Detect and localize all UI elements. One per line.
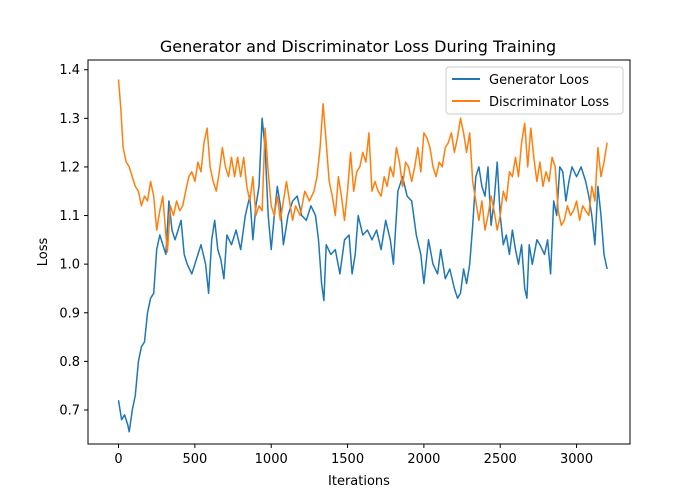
x-axis-label: Iterations xyxy=(328,474,390,489)
legend-label-discriminator: Discriminator Loss xyxy=(489,95,609,110)
y-tick-label: 1.1 xyxy=(59,209,80,224)
x-tick-label: 500 xyxy=(182,452,207,467)
series-layer xyxy=(117,79,608,433)
y-tick-label: 0.9 xyxy=(59,306,80,321)
y-tick-label: 1.4 xyxy=(59,63,80,78)
legend-label-generator: Generator Loos xyxy=(489,73,589,88)
x-tick-label: 1000 xyxy=(255,452,288,467)
x-tick-label: 0 xyxy=(114,452,122,467)
legend: Generator Loos Discriminator Loss xyxy=(445,66,624,115)
y-tick-label: 1.2 xyxy=(59,160,80,175)
x-axis-ticks: 0 500 1000 1500 2000 2500 3000 xyxy=(114,444,593,467)
y-axis-ticks: 0.7 0.8 0.9 1.0 1.1 1.2 1.3 1.4 xyxy=(59,63,88,418)
plot-frame xyxy=(87,59,631,445)
y-tick-label: 1.0 xyxy=(59,258,80,273)
x-tick-label: 2000 xyxy=(407,452,440,467)
x-tick-label: 2500 xyxy=(484,452,517,467)
series-line-discriminator xyxy=(117,79,608,253)
x-tick-label: 3000 xyxy=(560,452,593,467)
series-line-generator xyxy=(117,117,608,433)
chart-title: Generator and Discriminator Loss During … xyxy=(160,37,556,56)
y-tick-label: 1.3 xyxy=(59,112,80,127)
y-tick-label: 0.7 xyxy=(59,403,80,418)
legend-box xyxy=(445,66,624,115)
y-axis-label: Loss xyxy=(36,238,51,267)
x-tick-label: 1500 xyxy=(331,452,364,467)
y-tick-label: 0.8 xyxy=(59,355,80,370)
